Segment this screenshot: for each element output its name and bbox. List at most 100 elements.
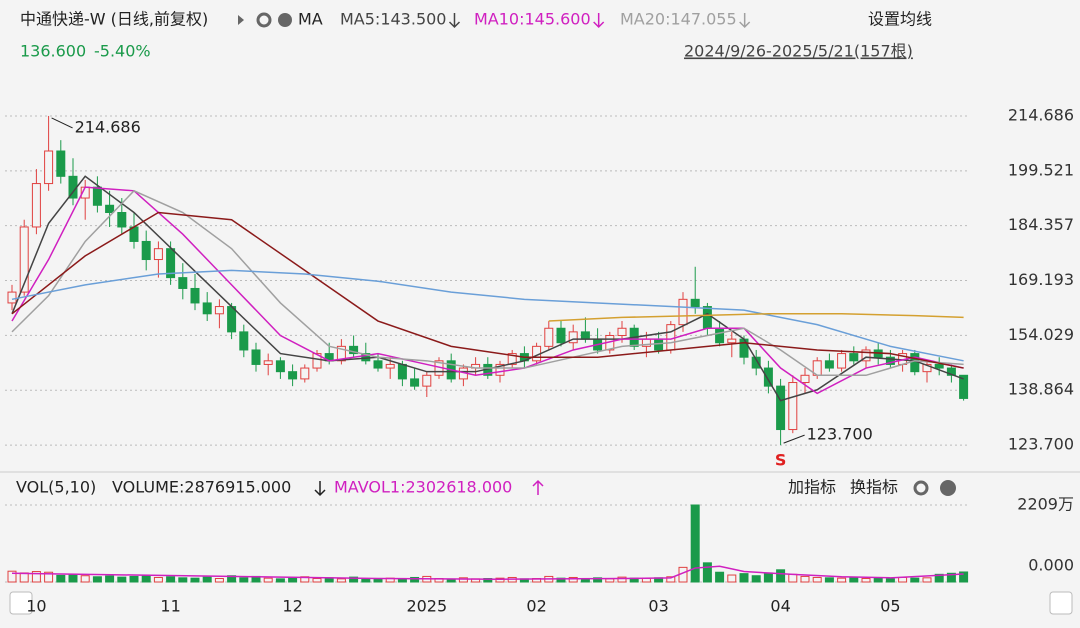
candle-body — [690, 298, 700, 308]
volume-bar — [788, 573, 798, 583]
candle-body — [934, 363, 944, 369]
x-tick-label: 2025 — [406, 597, 447, 616]
candle-body — [190, 287, 200, 304]
volume-label: VOLUME:2876915.000 — [112, 478, 291, 497]
volume-bar — [898, 576, 908, 583]
scroll-left[interactable] — [9, 591, 33, 615]
candle-body — [373, 360, 383, 369]
candle-body — [410, 378, 420, 387]
up-arrow — [532, 479, 544, 495]
trend-arrow — [593, 13, 605, 29]
candle-body — [312, 353, 322, 369]
candle-body — [776, 385, 786, 431]
volume-bar — [214, 578, 224, 583]
volume-bar — [593, 577, 603, 583]
annotation-arrow — [783, 434, 805, 444]
candle-body — [824, 360, 834, 369]
volume-bar — [44, 571, 54, 583]
expand-icon[interactable] — [238, 15, 244, 25]
x-tick-label: 05 — [880, 597, 900, 616]
candle-body — [946, 367, 956, 376]
candle-body — [56, 150, 66, 177]
x-tick-label: 03 — [648, 597, 668, 616]
add-indicator-button[interactable]: 加指标 — [788, 478, 836, 497]
y-tick-label: 0.000 — [1028, 556, 1074, 575]
candle-body — [959, 374, 969, 399]
volume-bar — [239, 577, 249, 583]
candle-body — [105, 204, 115, 214]
volume-bar — [117, 576, 127, 583]
volume-bar — [641, 578, 651, 583]
volume-bar — [263, 577, 273, 583]
candle-body — [678, 298, 688, 326]
candle-body — [7, 291, 17, 304]
candle-body — [288, 371, 298, 380]
volume-bar — [885, 578, 895, 583]
volume-bar — [666, 576, 676, 583]
volume-bar — [31, 571, 41, 583]
candle-body — [385, 363, 395, 369]
settings-button[interactable]: 设置均线 — [868, 10, 932, 29]
candle-body — [263, 360, 273, 365]
y-tick-label: 199.521 — [1008, 160, 1074, 179]
candle-body — [31, 183, 41, 228]
gear-icon[interactable] — [256, 12, 272, 28]
candle-body — [44, 150, 54, 185]
volume-bar — [849, 576, 859, 583]
candle-body — [153, 248, 163, 261]
trend-arrow — [448, 13, 461, 29]
volume-bar — [178, 577, 188, 583]
candle-body — [349, 345, 359, 355]
volume-bar — [568, 576, 578, 583]
candle-body — [837, 353, 847, 369]
x-tick-label: 10 — [26, 597, 46, 616]
candle-body — [568, 331, 578, 344]
volume-bar — [141, 574, 151, 583]
scroll-right[interactable] — [1049, 591, 1073, 615]
annotation-label: 123.700 — [807, 425, 873, 444]
close-icon[interactable] — [278, 13, 292, 27]
volume-bar — [739, 573, 749, 583]
volume-bar — [690, 504, 700, 583]
stock-title: 中通快递-W (日线,前复权) — [20, 10, 208, 29]
candle-body — [617, 327, 627, 336]
volume-bar — [910, 577, 920, 583]
candle-body — [715, 327, 725, 344]
y-tick-label: 214.686 — [1008, 105, 1074, 124]
x-tick-label: 02 — [526, 597, 546, 616]
annotation-arrow — [51, 117, 73, 129]
volume-bar — [312, 578, 322, 583]
candle-body — [92, 186, 102, 206]
ma-line — [548, 313, 964, 322]
volume-bar — [105, 575, 115, 583]
volume-bar — [934, 573, 944, 583]
mavol-line — [11, 565, 964, 580]
candle-body — [739, 338, 749, 358]
volume-bar — [68, 573, 78, 583]
volume-bar — [410, 576, 420, 583]
candle-body — [117, 212, 127, 228]
ma-line — [11, 211, 964, 369]
ma-line — [11, 269, 964, 362]
gear-icon[interactable] — [913, 480, 929, 496]
volume-bar — [727, 574, 737, 583]
candle-body — [141, 240, 151, 261]
volume-bar — [275, 578, 285, 583]
volume-bar — [92, 576, 102, 583]
candle-body — [763, 367, 773, 387]
volume-bar — [812, 576, 822, 583]
y-tick-label: 2209万 — [1017, 495, 1074, 514]
volume-bar — [873, 577, 883, 583]
x-tick-label: 12 — [282, 597, 302, 616]
candle-body — [495, 363, 505, 376]
candle-body — [507, 353, 517, 365]
switch-indicator-button[interactable]: 换指标 — [850, 478, 898, 497]
candle-body — [922, 363, 932, 373]
candle-body — [556, 327, 566, 344]
volume-bar — [153, 576, 163, 583]
date-range[interactable]: 2024/9/26-2025/5/21(157根) — [684, 42, 913, 61]
volume-bar — [19, 572, 29, 583]
close-icon[interactable] — [940, 480, 956, 496]
candle-body — [300, 367, 310, 380]
